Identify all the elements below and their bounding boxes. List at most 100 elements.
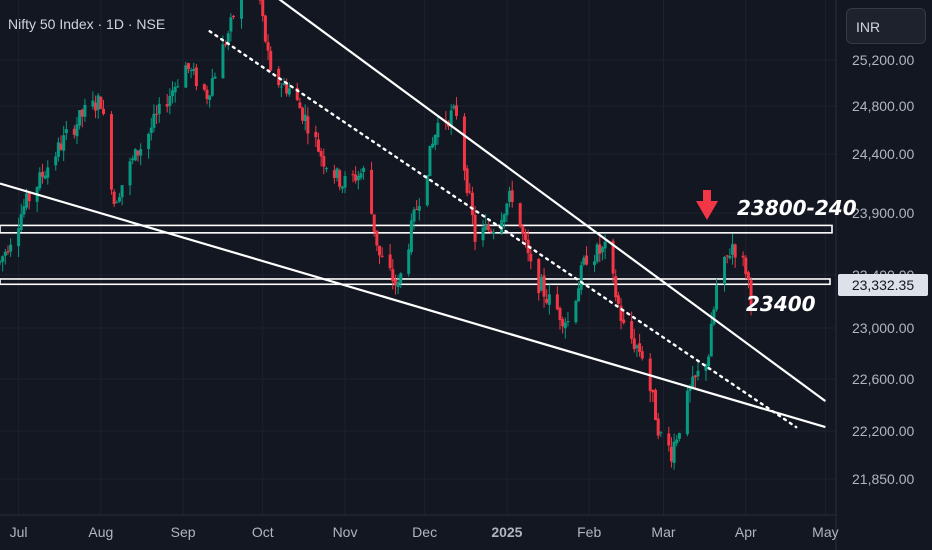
candle-body	[523, 232, 527, 241]
candle-body	[611, 240, 615, 274]
candle-body	[208, 95, 212, 100]
candle-body	[542, 275, 546, 297]
candle-body	[120, 185, 124, 198]
last-price-tag: 23,332.35	[838, 274, 928, 296]
candle-body	[316, 139, 320, 152]
candle-body	[210, 78, 214, 96]
candle-body	[396, 281, 400, 288]
trendline-solid	[0, 182, 826, 429]
x-tick-label: Aug	[88, 524, 113, 540]
candle-body	[412, 209, 416, 222]
candle-body	[287, 88, 291, 95]
candle-body	[614, 275, 618, 298]
candle-body	[415, 208, 419, 210]
candle-body	[630, 321, 634, 339]
candle-body	[80, 109, 84, 117]
candle-body	[484, 225, 488, 230]
candle-body	[176, 86, 180, 88]
candle-body	[6, 251, 10, 253]
candle-body	[566, 321, 570, 323]
candle-body	[462, 116, 466, 171]
candle-body	[579, 265, 583, 290]
candle-body	[1, 256, 5, 262]
candle-body	[393, 279, 397, 286]
y-tick-label: 25,200.00	[852, 52, 914, 68]
candle-body	[171, 90, 175, 96]
candle-body	[592, 261, 596, 266]
chart-title[interactable]: Nifty 50 Index · 1D · NSE	[8, 16, 166, 32]
candle-body	[25, 193, 29, 208]
candle-body	[730, 244, 734, 255]
candle-body	[56, 142, 60, 157]
candle-body	[454, 105, 458, 116]
candle-body	[704, 364, 708, 371]
candle-body	[500, 219, 504, 233]
candle-body	[168, 95, 172, 106]
candle-body	[669, 446, 673, 462]
candle-body	[502, 214, 506, 223]
candle-body	[539, 277, 543, 291]
candle-body	[303, 114, 307, 122]
candle-body	[391, 269, 395, 282]
candle-body	[749, 280, 753, 306]
candle-body	[409, 220, 413, 252]
candle-body	[470, 192, 474, 216]
currency-button[interactable]: INR	[846, 8, 926, 44]
candle-body	[585, 255, 589, 265]
candle-body	[319, 151, 323, 157]
candle-body	[27, 193, 31, 202]
candle-body	[741, 255, 745, 258]
candle-body	[157, 103, 161, 114]
y-tick-label: 24,800.00	[852, 98, 914, 114]
candle-body	[62, 135, 66, 151]
candle-body	[667, 433, 671, 446]
candle-body	[54, 156, 58, 166]
candle-body	[269, 50, 273, 71]
arrow-head	[696, 201, 718, 220]
candle-body	[314, 131, 318, 138]
candle-body	[656, 418, 660, 436]
candle-body	[78, 110, 82, 126]
trendline-dotted	[208, 30, 798, 429]
x-tick-label: Nov	[333, 524, 358, 540]
trendlines	[0, 0, 827, 429]
candle-body	[473, 214, 477, 242]
x-tick-label: Sep	[171, 524, 196, 540]
candle-body	[351, 174, 355, 176]
candle-body	[335, 168, 339, 178]
candle-body	[356, 175, 360, 181]
candle-body	[263, 15, 267, 42]
candles	[0, 0, 753, 470]
candle-body	[622, 319, 626, 323]
candle-body	[192, 69, 196, 71]
candle-body	[306, 116, 310, 134]
candle-body	[340, 186, 344, 189]
candle-body	[128, 161, 132, 186]
candle-body	[616, 295, 620, 304]
x-tick-label: Dec	[412, 524, 437, 540]
candle-body	[147, 133, 151, 150]
resistance-zone-label: 23800-240	[737, 196, 857, 220]
candle-body	[186, 63, 190, 70]
candle-body	[452, 106, 456, 109]
candle-body	[632, 338, 636, 350]
candle-body	[17, 228, 21, 247]
candle-body	[640, 351, 644, 359]
candle-body	[723, 256, 727, 285]
candle-body	[577, 288, 581, 302]
candle-body	[194, 67, 198, 87]
candle-body	[96, 95, 100, 110]
candle-body	[152, 113, 156, 128]
candle-body	[431, 143, 435, 148]
candle-body	[378, 245, 382, 256]
candle-body	[102, 108, 106, 115]
time-axis[interactable]: Jul Aug Sep Oct Nov Dec 2025 Feb Mar Apr May	[10, 524, 839, 540]
candle-body	[688, 387, 692, 391]
price-axis[interactable]: 25,200.0024,800.0024,400.0023,900.0023,4…	[852, 52, 914, 487]
x-tick-label: Jul	[10, 524, 28, 540]
candle-body	[117, 197, 121, 202]
y-tick-label: 23,900.00	[852, 205, 914, 221]
candle-body	[3, 251, 7, 256]
candle-body	[155, 113, 159, 115]
